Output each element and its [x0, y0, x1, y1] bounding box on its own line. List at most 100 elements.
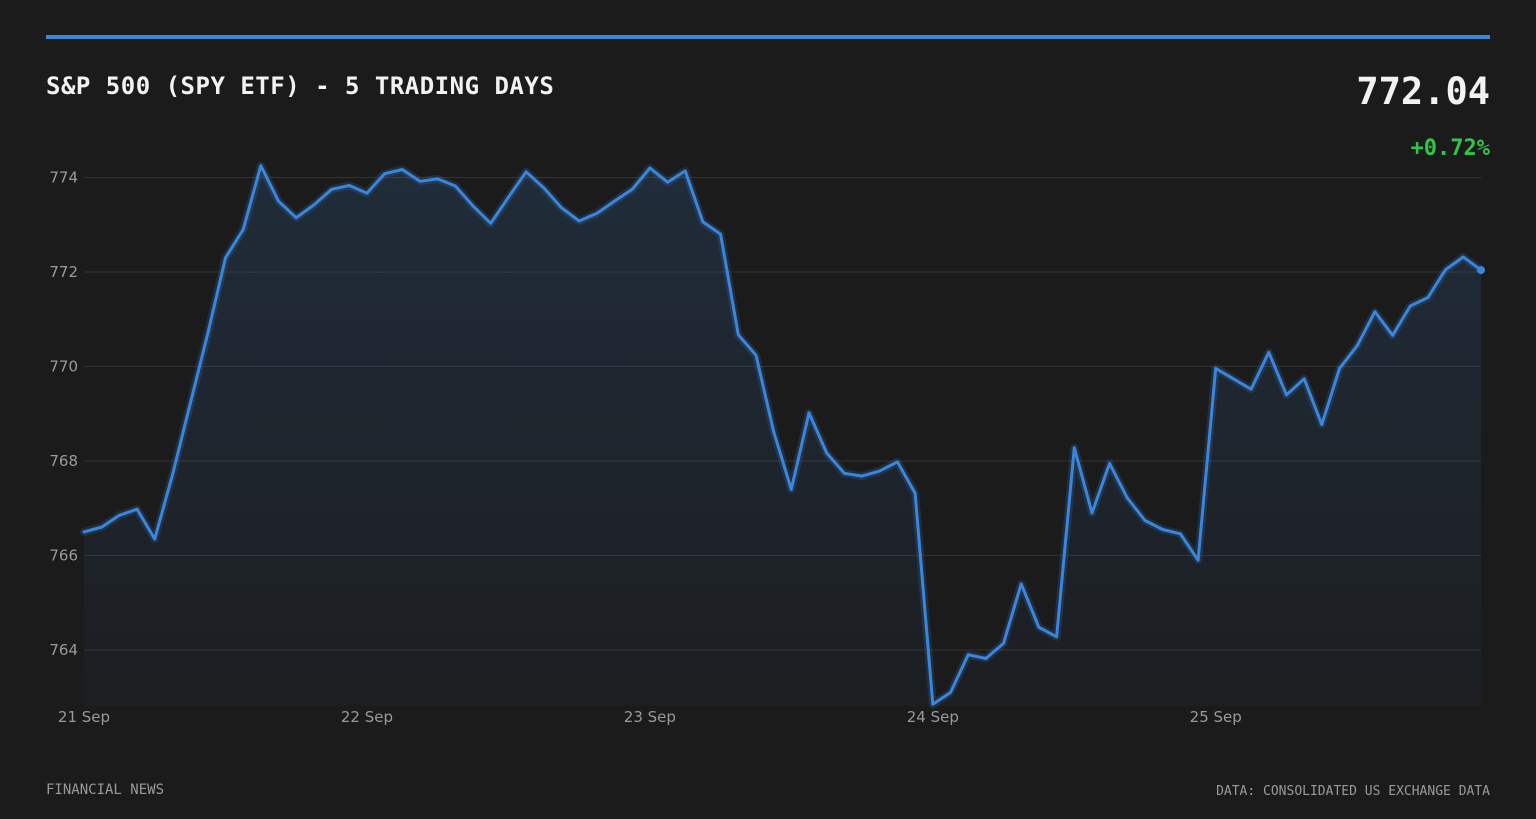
- data-point: [453, 184, 457, 188]
- data-point: [1338, 366, 1342, 370]
- data-point: [825, 451, 829, 455]
- data-point: [1302, 377, 1306, 381]
- chart-title: S&P 500 (SPY ETF) - 5 TRADING DAYS: [46, 72, 555, 100]
- data-point: [1143, 519, 1147, 523]
- data-point: [966, 653, 970, 657]
- last-price-marker: [1477, 266, 1485, 275]
- data-point: [1461, 255, 1465, 259]
- data-point: [1196, 558, 1200, 562]
- data-point: [1249, 387, 1253, 391]
- data-point: [1408, 304, 1412, 308]
- data-point: [400, 168, 404, 172]
- data-point: [772, 430, 776, 434]
- data-point: [1373, 310, 1377, 314]
- data-point: [82, 530, 86, 534]
- data-point: [1285, 393, 1289, 397]
- data-point: [1108, 461, 1112, 465]
- y-tick-label: 774: [49, 169, 78, 187]
- data-point: [1090, 511, 1094, 515]
- data-point: [595, 211, 599, 215]
- y-axis-ticks: 764 766 768 770 772 774: [49, 169, 78, 660]
- data-point: [206, 331, 210, 335]
- data-point: [471, 204, 475, 208]
- data-point: [1391, 333, 1395, 337]
- x-axis-ticks: 21 Sep 22 Sep 23 Sep 24 Sep 25 Sep: [58, 708, 1242, 726]
- data-point: [188, 402, 192, 406]
- data-point: [1125, 496, 1129, 500]
- data-point: [807, 411, 811, 415]
- data-point: [506, 195, 510, 199]
- data-point: [1055, 635, 1059, 639]
- data-point: [153, 537, 157, 541]
- y-tick-label: 772: [49, 263, 78, 281]
- data-point: [117, 513, 121, 517]
- data-point: [365, 191, 369, 195]
- data-point: [489, 221, 493, 225]
- data-point: [949, 691, 953, 695]
- data-point: [719, 232, 723, 236]
- data-point: [1002, 641, 1006, 645]
- data-point: [1037, 625, 1041, 629]
- data-point: [701, 220, 705, 224]
- data-point: [1214, 366, 1218, 370]
- data-point: [542, 186, 546, 190]
- data-point: [1355, 344, 1359, 348]
- percent-change: +0.72%: [1410, 136, 1490, 161]
- data-point: [294, 216, 298, 220]
- data-point: [330, 187, 334, 191]
- y-tick-label: 770: [49, 358, 78, 376]
- data-point: [224, 256, 228, 260]
- data-point: [436, 177, 440, 181]
- price-line-layer: [80, 161, 1485, 709]
- x-tick-label: 21 Sep: [58, 708, 110, 726]
- area-fill-layer: [84, 165, 1481, 706]
- data-point: [630, 187, 634, 191]
- data-point: [1426, 296, 1430, 300]
- y-tick-label: 768: [49, 452, 78, 470]
- data-point: [241, 228, 245, 232]
- data-point: [683, 169, 687, 173]
- current-price: 772.04: [1356, 70, 1490, 113]
- data-point: [1178, 532, 1182, 536]
- footer-source-right: DATA: CONSOLIDATED US EXCHANGE DATA: [1216, 784, 1490, 799]
- y-tick-label: 766: [49, 547, 78, 565]
- data-point: [135, 507, 139, 511]
- data-point: [524, 170, 528, 174]
- accent-rule: [46, 35, 1490, 39]
- data-point: [170, 473, 174, 477]
- data-point: [931, 702, 935, 706]
- data-point: [613, 199, 617, 203]
- data-point: [842, 471, 846, 475]
- x-tick-label: 25 Sep: [1190, 708, 1242, 726]
- data-point: [878, 469, 882, 473]
- area-fill: [84, 165, 1481, 706]
- data-point: [1019, 582, 1023, 586]
- x-tick-label: 23 Sep: [624, 708, 676, 726]
- data-point: [577, 219, 581, 223]
- data-point: [418, 179, 422, 183]
- data-point: [312, 203, 316, 207]
- data-point: [895, 460, 899, 464]
- data-point: [666, 180, 670, 184]
- data-point: [1444, 268, 1448, 272]
- data-point: [560, 206, 564, 210]
- data-point: [860, 474, 864, 478]
- x-tick-label: 22 Sep: [341, 708, 393, 726]
- data-point: [383, 172, 387, 176]
- data-point: [259, 164, 263, 168]
- data-point: [1072, 446, 1076, 450]
- data-point: [754, 353, 758, 357]
- data-point: [1161, 528, 1165, 532]
- y-tick-label: 764: [49, 641, 78, 659]
- price-line: [82, 164, 1483, 706]
- data-point: [1267, 350, 1271, 354]
- data-point: [736, 333, 740, 337]
- data-point: [913, 491, 917, 495]
- data-point: [347, 184, 351, 188]
- data-point: [277, 199, 281, 203]
- x-tick-label: 24 Sep: [907, 708, 959, 726]
- data-point: [100, 525, 104, 529]
- data-point: [1320, 423, 1324, 427]
